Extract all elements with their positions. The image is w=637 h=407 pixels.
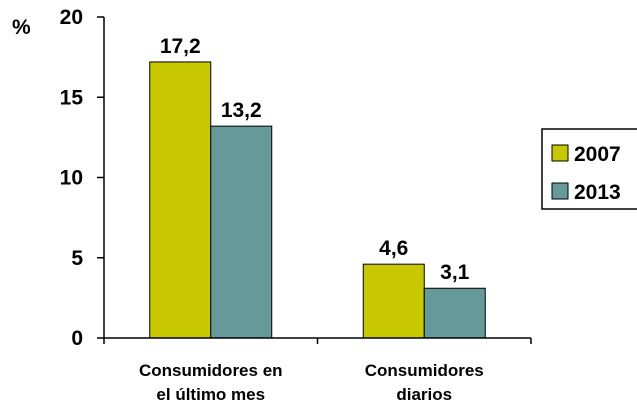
data-label: 4,6 [379, 237, 408, 260]
category-label: diarios [396, 385, 452, 404]
category-label: Consumidores [365, 361, 484, 380]
legend-swatch-2013 [551, 182, 569, 200]
category-label: el último mes [156, 385, 265, 404]
y-tick-label: 10 [60, 167, 83, 190]
y-tick-label: 5 [71, 247, 83, 270]
bar-2007-0 [149, 61, 212, 339]
y-axis-unit-label: % [12, 16, 31, 39]
data-label: 13,2 [221, 99, 262, 122]
data-label: 17,2 [160, 35, 201, 58]
y-tick-label: 0 [71, 327, 83, 350]
y-tick-label: 20 [60, 6, 83, 29]
bar-2013-0 [210, 125, 273, 339]
bar-2013-1 [423, 287, 486, 339]
legend-label: 2013 [574, 181, 621, 204]
data-label: 3,1 [440, 261, 470, 284]
legend-label: 2007 [574, 143, 621, 166]
y-tick-label: 15 [60, 86, 84, 109]
bar-2007-1 [362, 263, 425, 339]
category-label: Consumidores en [139, 361, 283, 380]
legend-swatch-2007 [551, 144, 569, 162]
